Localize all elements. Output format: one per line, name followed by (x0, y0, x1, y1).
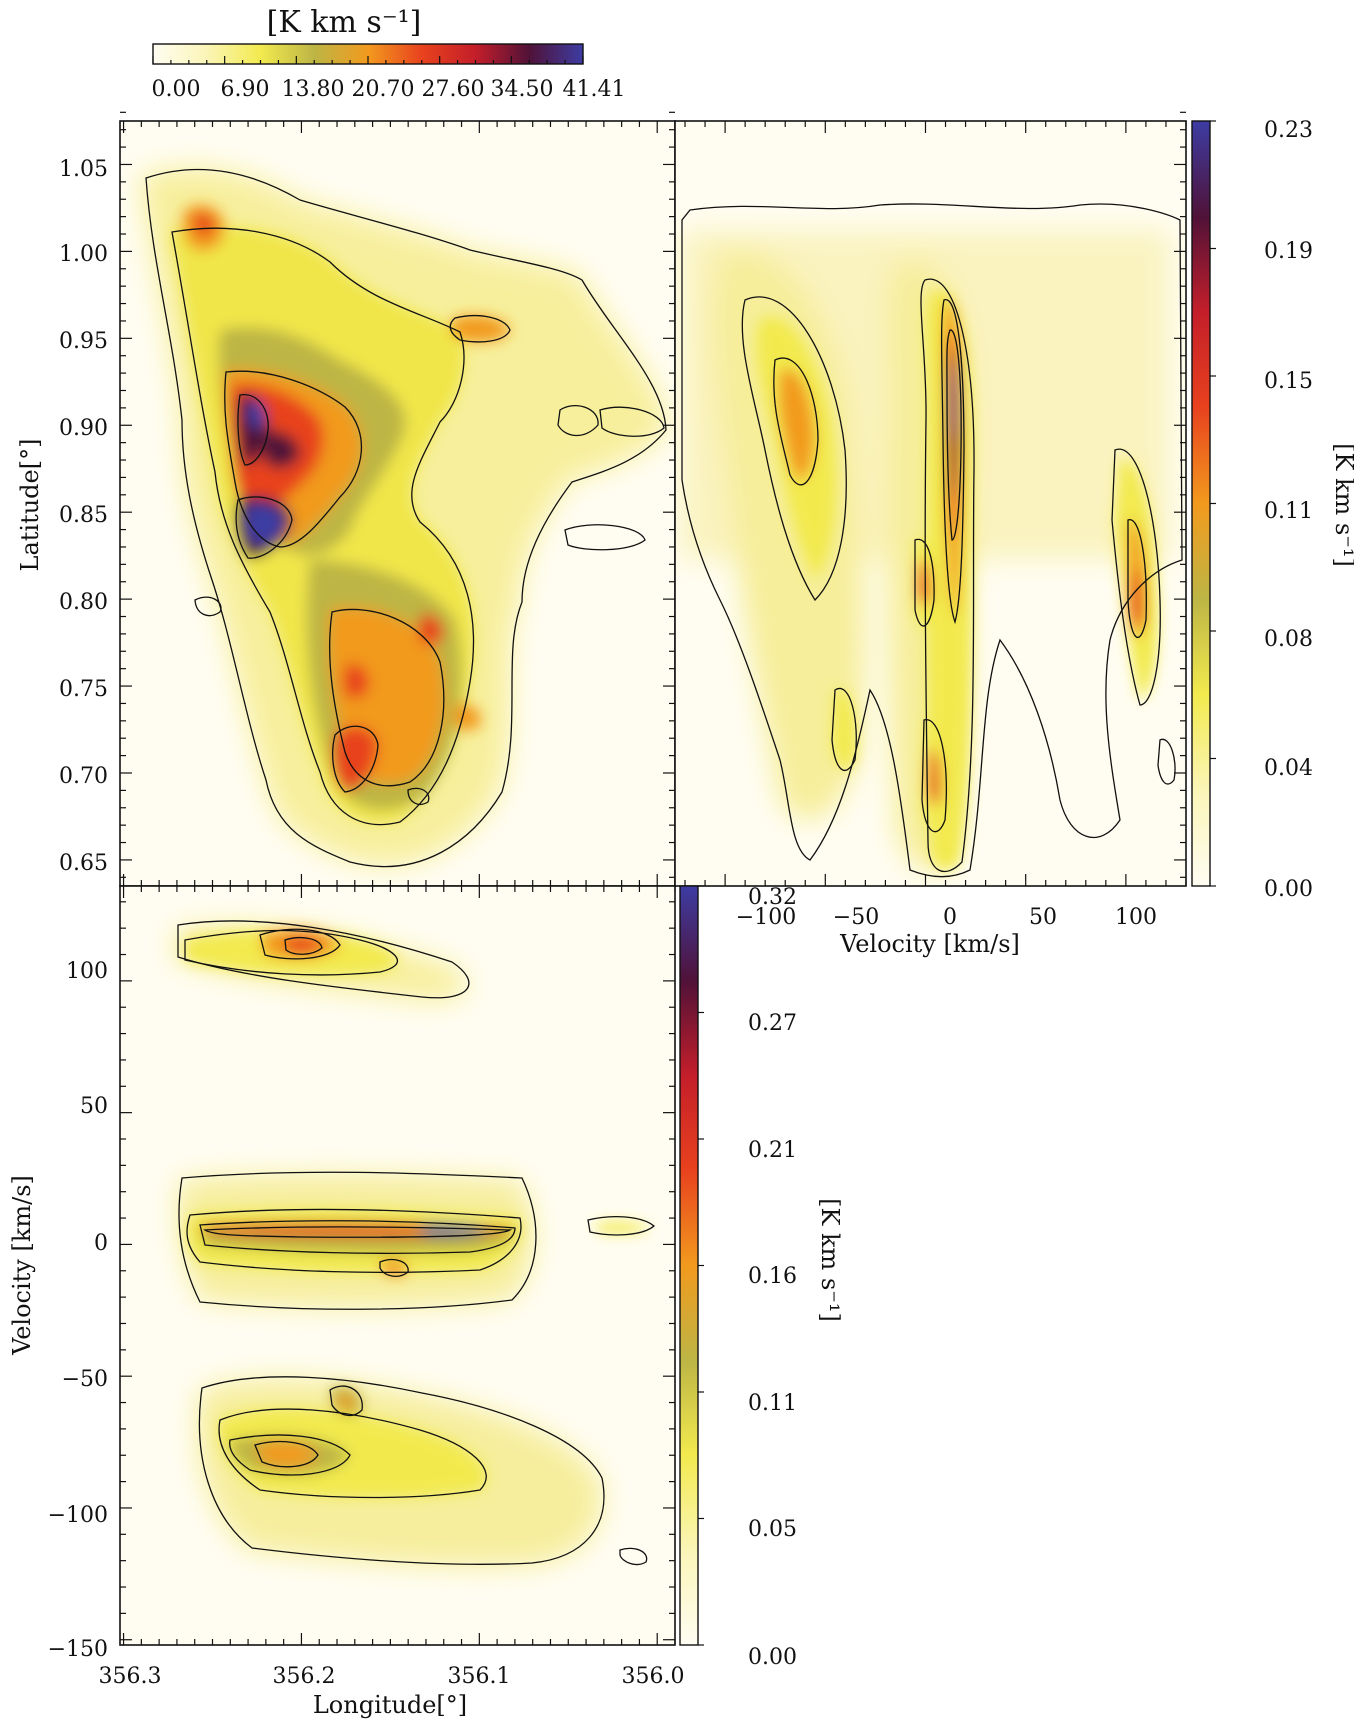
bv-colorbar-ticks (1210, 120, 1216, 887)
lv-map-yticklabels: 100 50 0 −50 −100 −150 (48, 959, 108, 1662)
bv-cb-tick-2: 0.15 (1264, 369, 1313, 394)
bv-map-contours (681, 203, 1183, 878)
lv-xtick-2: 356.1 (448, 1664, 511, 1689)
moment0-ytick-3: 0.90 (59, 416, 108, 441)
lv-cb-tick-1: 0.27 (748, 1011, 797, 1036)
lv-ytick-0: 100 (66, 959, 108, 984)
lv-xtick-3: 356.0 (622, 1664, 685, 1689)
moment0-ytick-4: 0.85 (59, 503, 108, 528)
bv-cb-tick-6: 0.00 (1264, 877, 1313, 902)
moment0-ytick-7: 0.70 (59, 764, 108, 789)
moment0-colorbar: [K km s⁻¹] 0.00 6.90 13.80 20.70 27.60 3… (152, 5, 626, 102)
lv-colorbar-gradient (679, 885, 699, 1646)
lv-map-ticks (120, 886, 676, 1645)
bv-cb-tick-3: 0.11 (1264, 499, 1313, 524)
moment0-cb-tick-3: 20.70 (352, 77, 415, 102)
lv-ytick-3: −50 (62, 1367, 108, 1392)
moment0-colorbar-ticklabels: 0.00 6.90 13.80 20.70 27.60 34.50 41.41 (152, 77, 626, 102)
moment0-ytick-1: 1.00 (59, 242, 108, 267)
moment0-map-panel: 1.05 1.00 0.95 0.90 0.85 0.80 0.75 0.70 … (16, 111, 676, 887)
moment0-map-yticklabels: 1.05 1.00 0.95 0.90 0.85 0.80 0.75 0.70 … (59, 157, 108, 876)
lv-map-panel: 100 50 0 −50 −100 −150 356.3 356.2 356.1… (8, 885, 844, 1719)
bv-xtick-4: 100 (1115, 905, 1157, 930)
bv-colorbar-gradient (1191, 120, 1211, 887)
lv-cb-tick-0: 0.32 (748, 885, 797, 910)
moment0-ytick-6: 0.75 (59, 677, 108, 702)
lv-colorbar-ticklabels: 0.32 0.27 0.21 0.16 0.11 0.05 0.00 (748, 885, 797, 1670)
lv-ylabel: Velocity [km/s] (8, 1175, 36, 1356)
lv-cb-tick-5: 0.05 (748, 1517, 797, 1542)
moment0-colorbar-title: [K km s⁻¹] (267, 5, 422, 40)
bv-xtick-3: 50 (1029, 905, 1057, 930)
bv-map-emission (756, 289, 1159, 871)
moment0-map-ticks (120, 111, 676, 886)
lv-cb-tick-4: 0.11 (748, 1391, 797, 1416)
lv-xtick-0: 356.3 (99, 1664, 162, 1689)
bv-map-ticks (684, 111, 1187, 886)
lv-colorbar-ticks (698, 885, 704, 1646)
moment0-cb-tick-2: 13.80 (282, 77, 345, 102)
lv-map-contours (177, 920, 656, 1566)
lv-map-xticklabels: 356.3 356.2 356.1 356.0 (99, 1664, 685, 1689)
moment0-cb-tick-5: 34.50 (491, 77, 554, 102)
bv-cb-tick-1: 0.19 (1264, 239, 1313, 264)
bv-cb-tick-5: 0.04 (1264, 756, 1313, 781)
lv-colorbar-title: [K km s⁻¹] (816, 1198, 844, 1322)
moment0-ytick-5: 0.80 (59, 590, 108, 615)
moment0-cb-tick-0: 0.00 (152, 77, 201, 102)
moment0-map-contours (145, 168, 667, 868)
bv-colorbar-ticklabels: 0.23 0.19 0.15 0.11 0.08 0.04 0.00 (1264, 118, 1313, 902)
bv-map-panel: −100 −50 0 50 100 Velocity [km/s] 0.23 0… (674, 111, 1354, 958)
bv-map-xticklabels: −100 −50 0 50 100 (736, 905, 1157, 930)
moment0-ylabel: Latitude[°] (16, 439, 44, 572)
lv-ytick-4: −100 (48, 1503, 108, 1528)
lv-ytick-1: 50 (80, 1094, 108, 1119)
lv-cb-tick-3: 0.16 (748, 1264, 797, 1289)
bv-xlabel: Velocity [km/s] (839, 930, 1020, 958)
bv-cb-tick-0: 0.23 (1264, 118, 1313, 143)
moment0-colorbar-ticks (152, 56, 584, 64)
moment0-ytick-0: 1.05 (59, 157, 108, 182)
bv-xtick-1: −50 (833, 905, 879, 930)
moment0-ytick-8: 0.65 (59, 851, 108, 876)
bv-xtick-0: −100 (736, 905, 796, 930)
bv-cb-tick-4: 0.08 (1264, 627, 1313, 652)
lv-ytick-5: −150 (48, 1637, 108, 1662)
bv-colorbar-title: [K km s⁻¹] (1330, 443, 1354, 567)
lv-xtick-1: 356.2 (273, 1664, 336, 1689)
moment0-ytick-2: 0.95 (59, 329, 108, 354)
moment0-cb-tick-1: 6.90 (221, 77, 270, 102)
bv-xtick-2: 0 (943, 905, 957, 930)
lv-xlabel: Longitude[°] (313, 1691, 467, 1719)
moment0-cb-tick-4: 27.60 (422, 77, 485, 102)
lv-cb-tick-2: 0.21 (748, 1138, 797, 1163)
lv-ytick-2: 0 (94, 1231, 108, 1256)
moment0-cb-tick-6: 41.41 (563, 77, 626, 102)
lv-cb-tick-6: 0.00 (748, 1645, 797, 1670)
